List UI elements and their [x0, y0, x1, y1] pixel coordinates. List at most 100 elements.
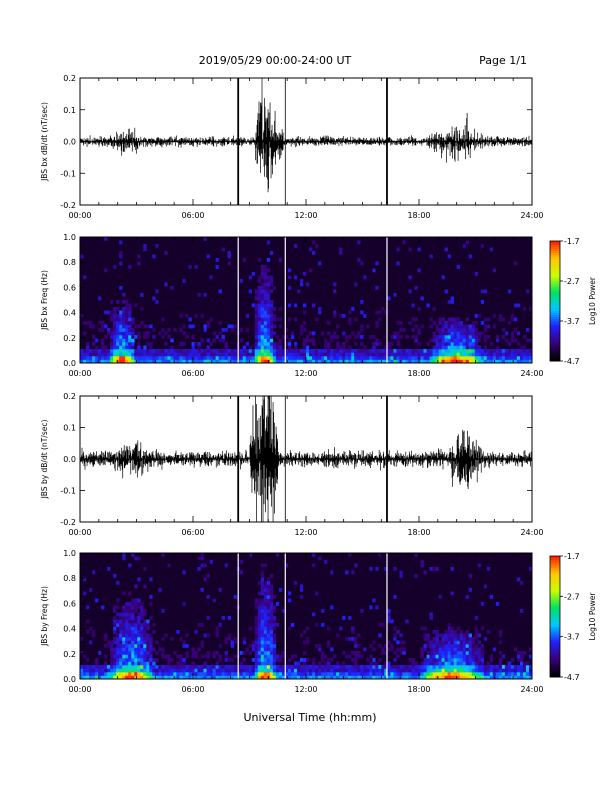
spectrogram-cell — [248, 644, 253, 648]
spectrogram-cell — [315, 623, 319, 627]
spectrogram-cell — [143, 633, 147, 638]
spectrogram-cell — [257, 647, 262, 652]
spectrogram-cell — [212, 665, 216, 669]
spectrogram-cell — [128, 359, 132, 363]
spectrogram-cell — [348, 359, 352, 363]
waveform-plot — [80, 78, 532, 193]
colorbar-segment — [550, 570, 560, 573]
spectrogram-cell — [486, 665, 491, 669]
spectrogram-cell — [104, 675, 108, 679]
spectrogram-cell — [266, 279, 271, 283]
spectrogram-cell — [429, 352, 433, 357]
colorbar-segment — [550, 582, 560, 585]
spectrogram-cell — [116, 647, 120, 652]
spectrogram-cell — [149, 356, 153, 360]
spectrogram-cell — [465, 640, 470, 645]
spectrogram-cell — [263, 581, 268, 585]
spectrogram-cell — [354, 359, 358, 363]
spectrogram-cell — [302, 661, 307, 666]
spectrogram-cell — [122, 640, 126, 645]
spectrogram-cell — [293, 345, 298, 350]
spectrogram-cell — [233, 668, 237, 673]
spectrogram-cell — [299, 584, 304, 589]
spectrogram-cell — [354, 342, 358, 346]
spectrogram-cell — [203, 293, 207, 297]
spectrogram-cell — [480, 658, 485, 662]
spectrogram-cell — [477, 672, 482, 676]
spectrogram-cell — [438, 335, 442, 339]
spectrogram-cell — [107, 352, 111, 357]
colorbar-segment — [550, 355, 560, 358]
spectrogram-cell — [152, 647, 156, 652]
spectrogram-cell — [194, 314, 198, 318]
spectrogram-cell — [263, 605, 268, 610]
spectrogram-cell — [351, 630, 355, 634]
spectrogram-cell — [363, 356, 367, 360]
spectrogram-cell — [450, 296, 454, 301]
spectrogram-cell — [143, 672, 147, 676]
spectrogram-cell — [519, 658, 524, 662]
spectrogram-cell — [119, 647, 123, 652]
spectrogram-cell — [444, 324, 448, 329]
spectrogram-cell — [107, 310, 111, 315]
spectrogram-cell — [510, 317, 515, 322]
spectrogram-cell — [131, 630, 135, 634]
spectrogram-cell — [155, 651, 159, 655]
spectrogram-cell — [468, 338, 473, 343]
spectrogram-cell — [447, 352, 451, 357]
spectrogram-cell — [369, 644, 373, 648]
spectrogram-cell — [257, 289, 262, 294]
spectrogram-cell — [83, 668, 87, 673]
spectrogram-cell — [140, 658, 144, 662]
spectrogram-cell — [435, 647, 439, 652]
spectrogram-cell — [254, 647, 259, 652]
spectrogram-cell — [315, 359, 319, 363]
spectrogram-cell — [435, 567, 439, 571]
spectrogram-cell — [263, 658, 268, 662]
spectrogram-cell — [375, 349, 379, 353]
spectrogram-cell — [227, 359, 231, 363]
spectrogram-cell — [327, 359, 331, 363]
spectrogram-cell — [381, 647, 385, 652]
spectrogram-cell — [149, 349, 153, 353]
spectrogram-cell — [438, 345, 442, 350]
spectrogram-cell — [387, 352, 391, 357]
spectrogram-cell — [519, 661, 524, 666]
spectrogram-cell — [113, 619, 117, 624]
spectrogram-cell — [465, 675, 470, 679]
spectrogram-cell — [402, 352, 406, 357]
spectrogram-cell — [281, 356, 286, 360]
spectrogram-cell — [260, 574, 265, 578]
spectrogram-cell — [483, 675, 488, 679]
spectrogram-cell — [498, 359, 503, 363]
spectrogram-cell — [462, 342, 466, 346]
colorbar-segment — [550, 291, 560, 294]
spectrogram-cell — [342, 668, 346, 673]
spectrogram-cell — [140, 672, 144, 676]
spectrogram-cell — [330, 672, 334, 676]
spectrogram-cell — [507, 675, 512, 679]
spectrogram-cell — [342, 349, 346, 353]
spectrogram-cell — [113, 574, 117, 578]
spectrogram-cell — [441, 668, 445, 673]
spectrogram-cell — [474, 321, 479, 325]
spectrogram-cell — [143, 623, 147, 627]
spectrogram-cell — [363, 665, 367, 669]
spectrogram-cell — [507, 665, 512, 669]
spectrogram-cell — [278, 258, 283, 262]
spectrogram-cell — [453, 342, 457, 346]
spectrogram-cell — [233, 672, 237, 676]
spectrogram-cell — [161, 665, 165, 669]
spectrogram-cell — [200, 588, 204, 592]
spectrogram-cell — [221, 668, 225, 673]
x-tick-label: 18:00 — [407, 369, 430, 378]
spectrogram-cell — [143, 331, 147, 336]
spectrogram-cell — [351, 570, 355, 575]
spectrogram-cell — [321, 654, 325, 659]
spectrogram-cell — [110, 661, 114, 666]
spectrogram-cell — [89, 626, 93, 631]
spectrogram-cell — [275, 623, 280, 627]
spectrogram-cell — [158, 675, 162, 679]
spectrogram-cell — [354, 335, 358, 339]
spectrogram-cell — [459, 345, 463, 350]
